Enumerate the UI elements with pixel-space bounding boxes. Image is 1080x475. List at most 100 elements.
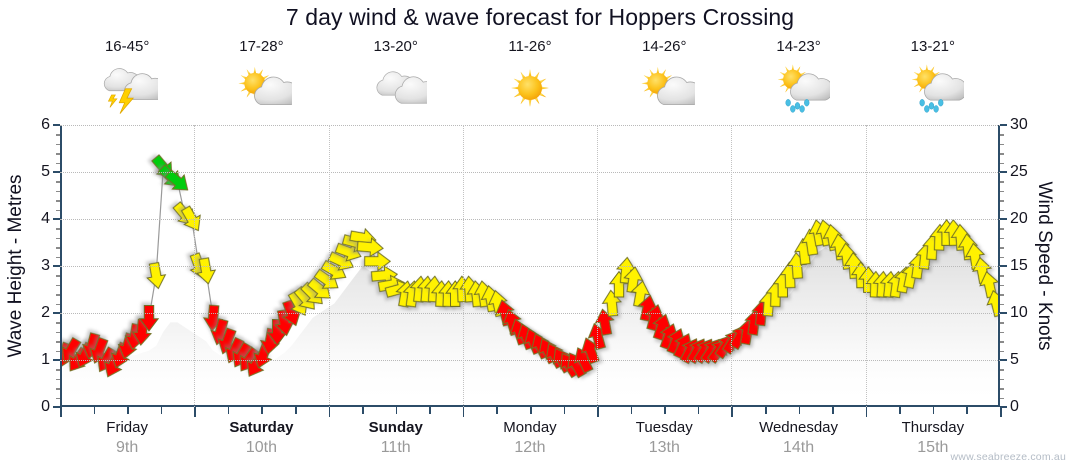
x-minor-tick — [832, 407, 834, 414]
day-name: Tuesday — [635, 419, 693, 436]
left-major-tick — [53, 406, 60, 408]
right-minor-tick — [1000, 143, 1004, 146]
left-minor-tick — [56, 181, 60, 183]
day-divider-gridline — [462, 125, 464, 407]
x-minor-tick — [395, 407, 398, 414]
right-minor-tick — [1000, 256, 1004, 259]
left-minor-tick — [56, 303, 60, 306]
right-minor-tick — [1000, 200, 1004, 202]
right-minor-tick — [1000, 331, 1004, 334]
left-major-tick — [53, 171, 60, 173]
right-tick-label: 25 — [1010, 163, 1028, 180]
right-tick-label: 10 — [1010, 304, 1028, 321]
right-minor-tick — [1000, 294, 1004, 296]
wind-arrow — [180, 205, 201, 232]
left-minor-tick — [56, 209, 60, 212]
wind-arrow — [623, 266, 644, 294]
x-major-tick — [731, 407, 734, 417]
right-tick-label: 15 — [1010, 257, 1028, 274]
x-axis-label-thursday: Thursday 15th — [866, 418, 1000, 458]
left-minor-tick — [56, 275, 60, 277]
x-minor-tick — [160, 407, 163, 414]
right-minor-tick — [1000, 275, 1004, 277]
x-axis-label-sunday: Sunday 11th — [329, 418, 463, 458]
left-minor-tick — [56, 397, 60, 400]
day-name: Saturday — [229, 419, 294, 436]
cloudy-icon — [376, 71, 427, 104]
right-minor-tick — [1000, 350, 1004, 353]
day-name: Monday — [503, 419, 557, 436]
x-minor-tick — [765, 407, 767, 414]
left-tick-label: 1 — [41, 351, 50, 368]
x-minor-tick — [697, 407, 700, 414]
wave-height-area — [60, 242, 1000, 407]
left-minor-tick — [56, 378, 60, 381]
right-minor-tick — [1000, 237, 1004, 240]
left-minor-tick — [56, 162, 60, 165]
x-minor-tick — [664, 407, 666, 414]
left-minor-tick — [56, 388, 60, 390]
x-major-tick — [597, 407, 599, 417]
x-major-tick — [328, 407, 331, 417]
day-date: 13th — [648, 439, 680, 456]
left-major-tick — [53, 218, 60, 220]
right-major-tick — [1000, 124, 1007, 126]
x-minor-tick — [530, 407, 532, 414]
sunny-icon — [511, 69, 549, 107]
left-minor-tick — [56, 143, 60, 146]
day-date: 9th — [116, 439, 139, 456]
left-minor-tick — [56, 322, 60, 324]
sun-shower-icon — [911, 64, 964, 113]
gridline — [60, 125, 1000, 126]
x-minor-tick — [563, 407, 566, 414]
right-axis-title: Wind Speed - Knots — [1034, 181, 1055, 351]
right-minor-tick — [1000, 303, 1004, 306]
day-date: 15th — [917, 439, 949, 456]
right-major-tick — [1000, 265, 1007, 267]
right-minor-tick — [1000, 341, 1004, 343]
left-minor-tick — [56, 200, 60, 202]
wind-arrow — [630, 280, 651, 308]
sun-shower-icon — [777, 64, 830, 113]
wave-height-series — [60, 242, 1000, 407]
x-major-tick — [1000, 407, 1002, 417]
temperature-range-label: 16-45° — [104, 38, 150, 55]
left-minor-tick — [56, 247, 60, 249]
left-tick-label: 2 — [41, 304, 50, 321]
site-watermark: www.seabreeze.com.au — [950, 451, 1066, 463]
x-axis-label-wednesday: Wednesday 14th — [731, 418, 865, 458]
left-minor-tick — [56, 256, 60, 259]
day-name: Thursday — [901, 419, 965, 436]
left-tick-label: 5 — [41, 163, 50, 180]
x-axis-label-saturday: Saturday 10th — [194, 418, 328, 458]
day-header-monday: 11-26° — [463, 38, 597, 120]
left-minor-tick — [56, 190, 60, 193]
left-minor-tick — [56, 134, 60, 136]
partly-sunny-icon — [238, 67, 293, 106]
day-date: 14th — [782, 439, 815, 456]
x-minor-tick — [429, 407, 431, 414]
x-minor-tick — [227, 407, 230, 414]
right-minor-tick — [1000, 190, 1004, 193]
temperature-range-label: 17-28° — [239, 38, 284, 55]
temperature-range-label: 11-26° — [508, 38, 552, 55]
right-minor-tick — [1000, 153, 1004, 155]
right-tick-label: 20 — [1010, 210, 1028, 227]
day-divider-gridline — [328, 125, 330, 407]
gridline — [60, 172, 1000, 173]
x-axis-label-friday: Friday 9th — [60, 418, 194, 458]
day-divider-gridline — [731, 125, 733, 407]
right-minor-tick — [1000, 397, 1004, 400]
right-major-tick — [1000, 359, 1007, 361]
gridline — [60, 313, 1000, 314]
day-header-wednesday: 14-23° — [731, 38, 865, 120]
temperature-range-label: 13-21° — [910, 38, 956, 55]
wind-arrow — [196, 257, 217, 285]
right-major-tick — [1000, 218, 1007, 220]
gridline — [60, 219, 1000, 220]
day-header-sunday: 13-20° — [329, 38, 463, 120]
x-major-tick — [194, 407, 196, 417]
x-minor-tick — [899, 407, 901, 414]
left-major-tick — [53, 359, 60, 361]
